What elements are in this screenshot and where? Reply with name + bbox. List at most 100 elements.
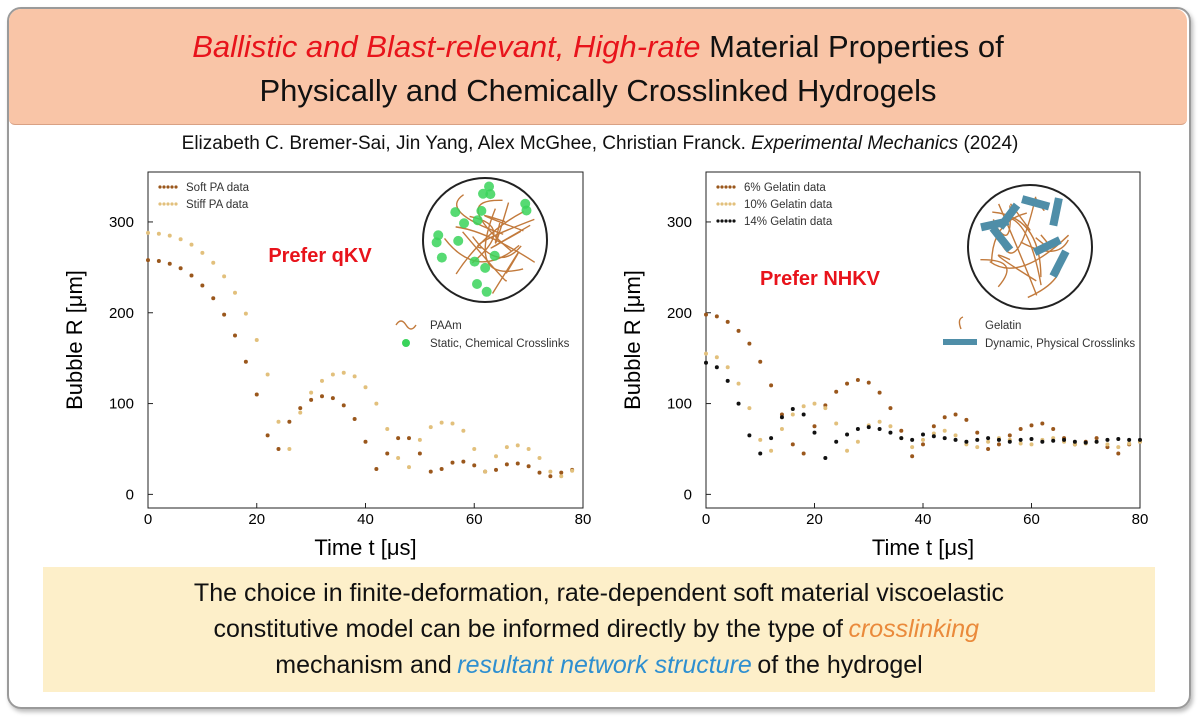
data-point: [363, 439, 368, 444]
legend-marker: [716, 219, 720, 223]
crosslink: [478, 188, 489, 199]
data-point: [899, 428, 904, 433]
data-point: [931, 434, 936, 439]
data-point: [747, 433, 752, 438]
inset-legend-marker: [402, 339, 410, 347]
data-point: [200, 250, 205, 255]
data-point: [1127, 441, 1132, 446]
crosslink: [980, 217, 1010, 232]
data-point: [953, 412, 958, 417]
data-point: [1127, 437, 1132, 442]
legend-label: Stiff PA data: [186, 199, 249, 211]
data-point: [320, 394, 324, 399]
frame: [7, 7, 1191, 709]
inset-legend-label: Static, Chemical Crosslinks: [430, 338, 570, 350]
data-point: [211, 260, 216, 265]
data-point: [374, 401, 379, 406]
data-point: [243, 359, 248, 364]
conclusion-line: constitutive model can be informed direc…: [43, 611, 1155, 647]
data-point: [1018, 441, 1023, 446]
data-point: [548, 474, 553, 479]
crosslink: [472, 215, 483, 226]
y-tick-label: 200: [109, 305, 134, 322]
x-tick-label: 0: [702, 511, 710, 528]
data-point: [352, 417, 357, 422]
x-tick-label: 60: [466, 511, 483, 528]
data-point: [812, 424, 817, 429]
emphasis: resultant network structure: [457, 651, 752, 679]
polymer-chain: [997, 254, 1037, 282]
legend-marker: [732, 219, 736, 223]
legend-marker: [162, 185, 166, 189]
data-point: [222, 312, 227, 317]
data-point: [178, 237, 183, 242]
legend-label: 6% Gelatin data: [744, 182, 826, 194]
data-point: [942, 415, 947, 420]
data-point: [921, 442, 925, 447]
data-point: [167, 261, 172, 266]
crosslink: [1049, 249, 1070, 279]
data-point: [779, 426, 784, 431]
data-point: [877, 419, 882, 424]
data-point: [931, 424, 936, 429]
data-point: [146, 230, 150, 235]
title-highlight: Ballistic and Blast-relevant, High-rate: [192, 29, 701, 64]
data-point: [243, 311, 248, 316]
data-point: [428, 425, 433, 430]
crosslink: [481, 286, 492, 297]
crosslink: [436, 252, 447, 263]
data-point: [461, 459, 466, 464]
data-point: [298, 410, 303, 415]
data-point: [736, 328, 741, 333]
data-point: [725, 365, 730, 370]
data-point: [1083, 440, 1088, 445]
data-point: [494, 467, 498, 472]
data-point: [189, 242, 194, 247]
data-point: [1018, 426, 1023, 431]
data-point: [823, 456, 828, 461]
title-box: Ballistic and Blast-relevant, High-rate …: [9, 9, 1187, 125]
data-point: [1094, 436, 1099, 441]
data-point: [986, 436, 991, 441]
data-point: [363, 385, 368, 390]
data-point: [986, 446, 991, 451]
x-tick-label: 80: [1132, 511, 1149, 528]
inset-legend-marker: [395, 320, 417, 330]
inset-legend-marker: [958, 316, 964, 330]
data-point: [417, 451, 422, 456]
data-point: [320, 378, 324, 383]
polymer-chain: [980, 258, 1008, 288]
authors: Elizabeth C. Bremer-Sai, Jin Yang, Alex …: [181, 133, 746, 154]
y-axis-label: Bubble R [μm]: [620, 270, 645, 410]
y-tick-label: 100: [667, 396, 692, 413]
data-point: [986, 439, 991, 444]
data-point: [899, 436, 904, 441]
x-tick-label: 80: [575, 511, 592, 528]
data-point: [222, 274, 227, 279]
data-point: [855, 377, 860, 382]
polymer-chain: [990, 212, 1027, 263]
data-point: [704, 360, 708, 365]
data-point: [834, 439, 839, 444]
data-point: [790, 412, 795, 417]
data-point: [888, 406, 893, 411]
data-point: [866, 380, 871, 385]
data-point: [352, 374, 357, 379]
y-tick-label: 300: [109, 214, 134, 231]
legend-marker: [166, 202, 170, 206]
legend-marker: [174, 202, 178, 206]
data-point: [233, 333, 237, 338]
data-point: [975, 445, 980, 450]
data-point: [450, 421, 455, 426]
data-point: [801, 412, 806, 417]
polymer-chain: [992, 211, 1042, 278]
data-point: [309, 397, 314, 402]
crosslink: [1021, 195, 1051, 211]
data-point: [146, 258, 150, 263]
data-point: [747, 341, 752, 346]
data-point: [483, 469, 488, 474]
data-point: [1040, 421, 1045, 426]
data-point: [910, 445, 915, 450]
data-point: [1029, 436, 1034, 441]
data-point: [396, 456, 401, 461]
